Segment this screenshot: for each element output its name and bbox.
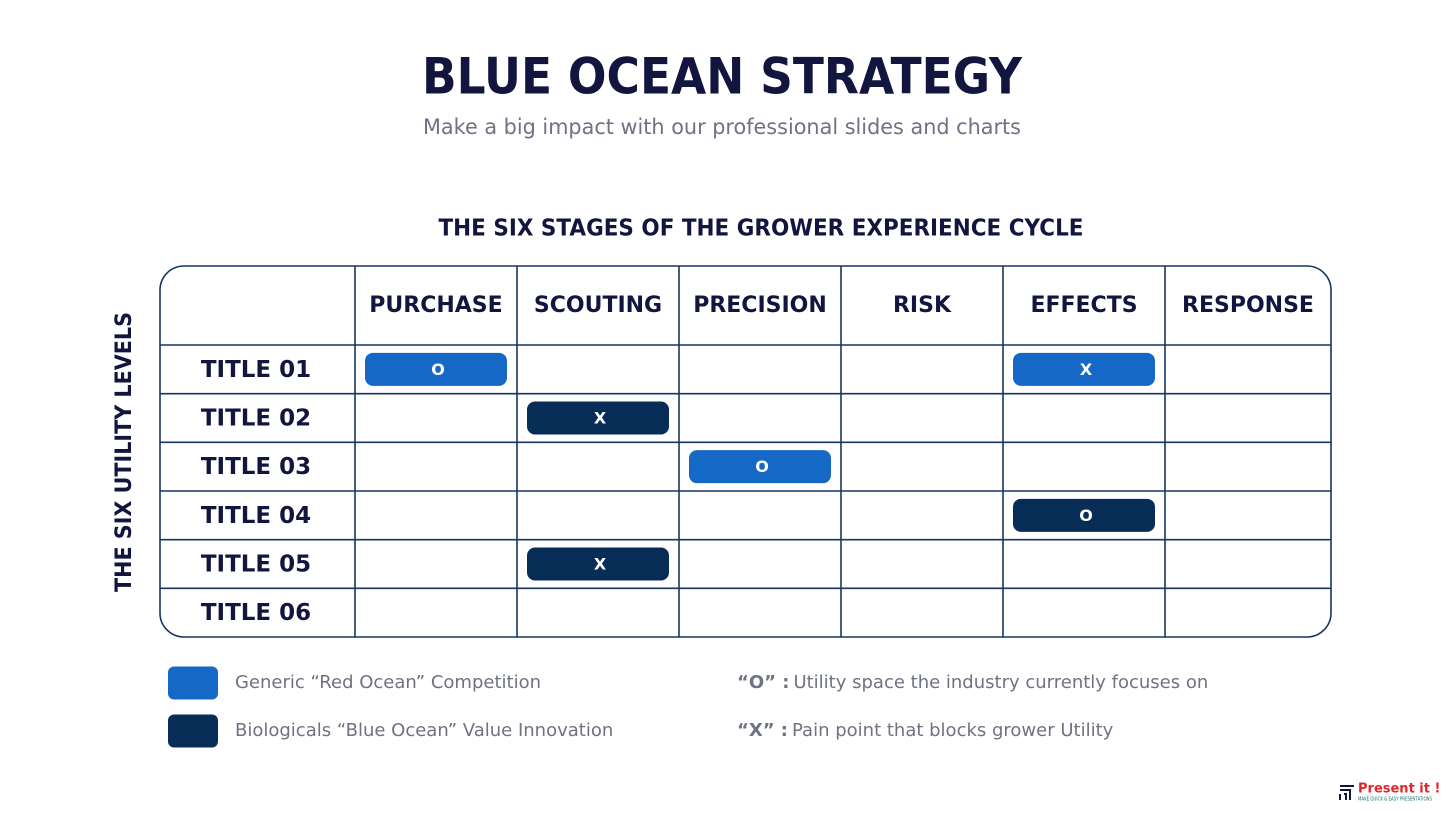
cell-pill: [527, 401, 669, 435]
legend-label: Biologicals “Blue Ocean” Value Innovatio…: [235, 720, 613, 741]
logo-name: Present it !: [1358, 782, 1440, 797]
title: BLUE OCEAN STRATEGY: [422, 48, 1023, 106]
legend-swatch: [168, 714, 218, 748]
column-header: EFFECTS: [1030, 293, 1137, 318]
row-label: TITLE 05: [201, 552, 311, 578]
logo-icon: [1339, 785, 1354, 800]
table-title: THE SIX STAGES OF THE GROWER EXPERIENCE …: [439, 216, 1084, 242]
cell-mark: X: [594, 409, 607, 428]
column-header: PURCHASE: [369, 293, 502, 318]
legend-swatch: [168, 666, 218, 700]
legend: Generic “Red Ocean” Competition Biologica…: [168, 666, 1208, 748]
column-header: SCOUTING: [534, 293, 662, 318]
cell-mark: X: [594, 555, 607, 574]
note: “X” : Pain point that blocks grower Utili…: [737, 720, 1114, 741]
table-border: [159, 265, 1332, 638]
cell-pill: [365, 352, 507, 386]
column-header: PRECISION: [693, 293, 827, 318]
legend-label: Generic “Red Ocean” Competition: [235, 672, 541, 693]
column-header: RISK: [893, 293, 952, 318]
row-label: TITLE 06: [201, 600, 311, 626]
cell-pill: [689, 450, 831, 484]
row-label: TITLE 02: [201, 406, 311, 432]
row-label: TITLE 04: [201, 503, 311, 529]
note-key: “X” :: [737, 720, 788, 741]
subtitle: Make a big impact with our professional …: [423, 115, 1021, 139]
cell-pill: [1013, 498, 1155, 532]
cell-mark: O: [1079, 506, 1093, 525]
cell-pill: [527, 547, 669, 581]
logo: Present it ! MAKE QUICK & EASY PRESENTAT…: [1339, 782, 1440, 803]
note-text: Pain point that blocks grower Utility: [792, 720, 1114, 741]
side-label: THE SIX UTILITY LEVELS: [112, 312, 137, 592]
cell-mark: X: [1080, 360, 1093, 379]
table: PURCHASE SCOUTING PRECISION RISK EFFECTS RESP…: [159, 265, 1332, 638]
row-label: TITLE 01: [201, 357, 311, 383]
logo-tagline: MAKE QUICK & EASY PRESENTATIONS: [1358, 797, 1432, 803]
row-label: TITLE 03: [201, 454, 311, 480]
column-header: RESPONSE: [1182, 293, 1314, 318]
cell-mark: O: [755, 457, 769, 476]
cell-mark: O: [431, 360, 445, 379]
note-text: Utility space the industry currently foc…: [793, 672, 1208, 693]
cell-pill: [1013, 352, 1155, 386]
note: “O” : Utility space the industry currentl…: [737, 672, 1208, 693]
note-key: “O” :: [737, 672, 789, 693]
